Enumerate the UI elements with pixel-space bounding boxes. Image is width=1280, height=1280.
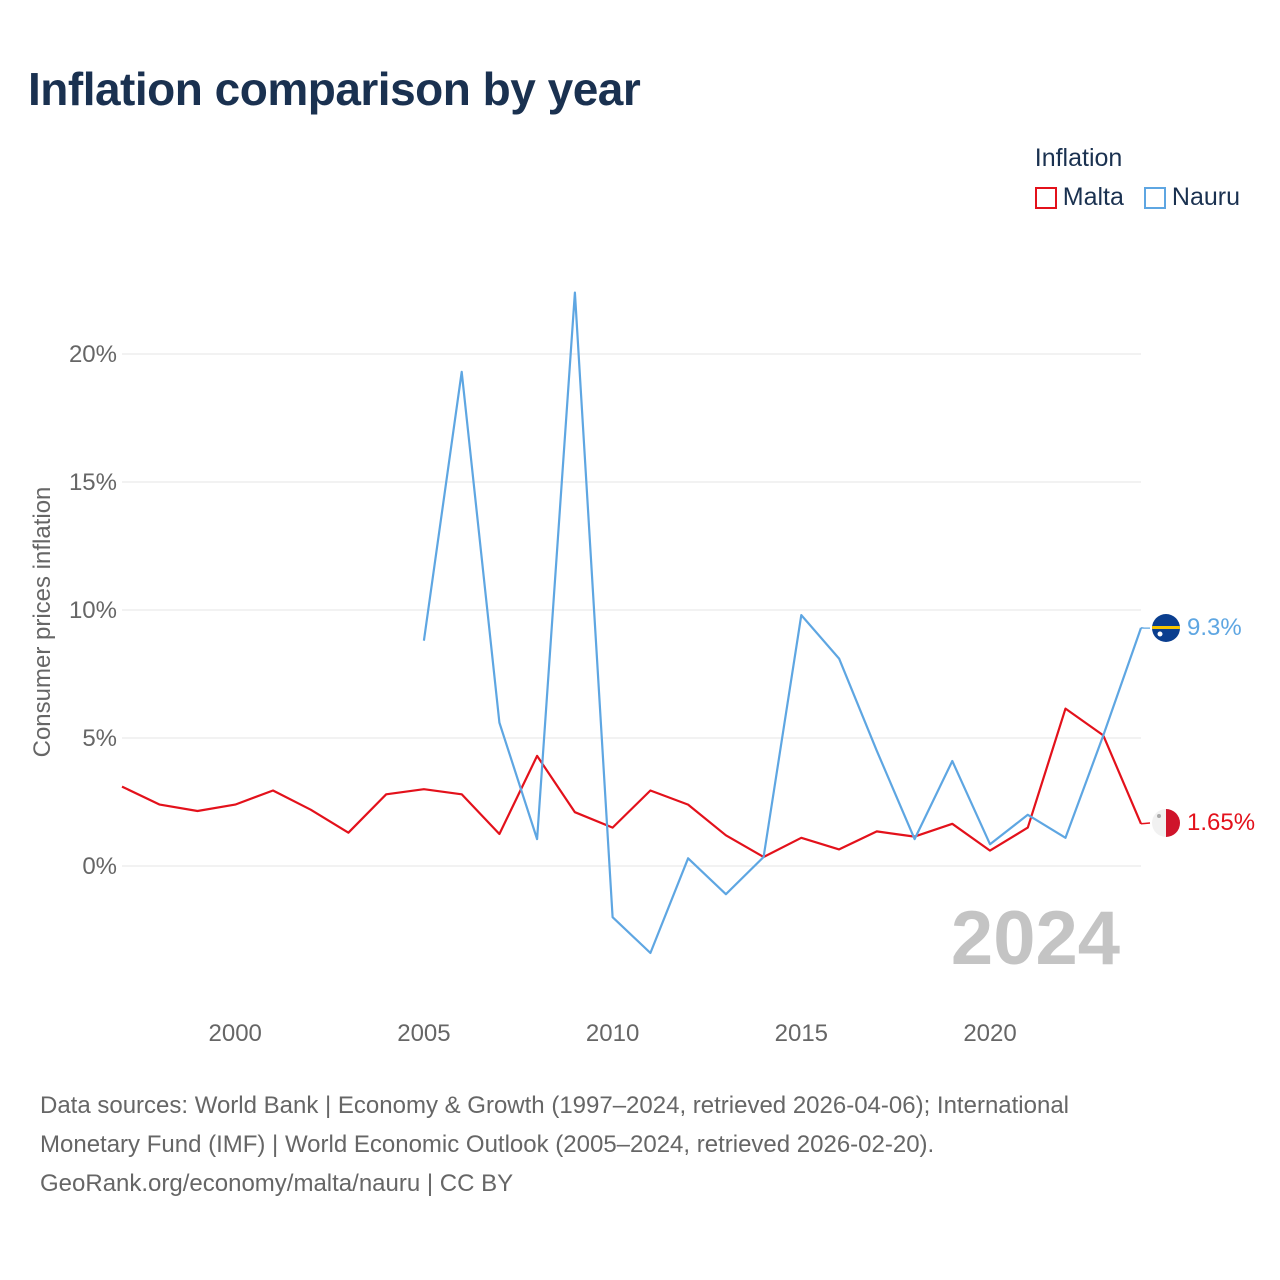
x-tick-label: 2005 [397,1020,450,1047]
data-sources: Data sources: World Bank | Economy & Gro… [40,1086,1220,1203]
year-watermark: 2024 [951,896,1120,981]
y-tick-label: 10% [69,597,117,624]
sources-line-1: Data sources: World Bank | Economy & Gro… [40,1092,1070,1119]
legend: Inflation Malta Nauru [1034,144,1240,212]
nauru-flag-icon [1152,614,1180,642]
series-lines [121,291,1151,955]
legend-label-nauru: Nauru [1171,183,1240,211]
y-axis-ticks: 0% 5% 10% 15% 20% [69,341,117,880]
chart-title: Inflation comparison by year [28,63,641,115]
legend-swatch-malta [1034,186,1057,209]
x-tick-label: 2020 [963,1020,1016,1047]
series-line-nauru[interactable] [422,291,1143,955]
x-tick-label: 2000 [209,1020,262,1047]
line-chart: 0% 5% 10% 15% 20% 2000 2005 2010 2015 2020 Consu… [29,291,1255,1047]
series-end-labels: 9.3% 1.65% [1152,614,1255,837]
y-axis-label: Consumer prices inflation [29,487,56,758]
y-tick-label: 20% [69,341,117,368]
x-axis-ticks: 2000 2005 2010 2015 2020 [209,1020,1017,1047]
legend-label-malta: Malta [1062,183,1124,211]
legend-swatch-nauru [1143,186,1166,209]
sources-line-2: Monetary Fund (IMF) | World Economic Out… [40,1131,935,1158]
malta-end-label: 1.65% [1187,809,1255,836]
x-tick-label: 2010 [586,1020,639,1047]
sources-line-3[interactable]: GeoRank.org/economy/malta/nauru | CC BY [40,1170,514,1197]
legend-title: Inflation [1034,144,1123,172]
legend-item-nauru[interactable]: Nauru [1143,183,1240,212]
y-tick-label: 0% [82,853,117,880]
x-tick-label: 2015 [775,1020,828,1047]
y-tick-label: 15% [69,469,117,496]
grid-lines [122,353,1141,867]
end-connector-malta [1140,822,1151,825]
series-line-malta[interactable] [121,707,1143,859]
nauru-end-label: 9.3% [1187,614,1242,641]
legend-item-malta[interactable]: Malta [1034,183,1124,212]
malta-flag-icon [1152,809,1180,837]
y-tick-label: 5% [82,725,117,752]
